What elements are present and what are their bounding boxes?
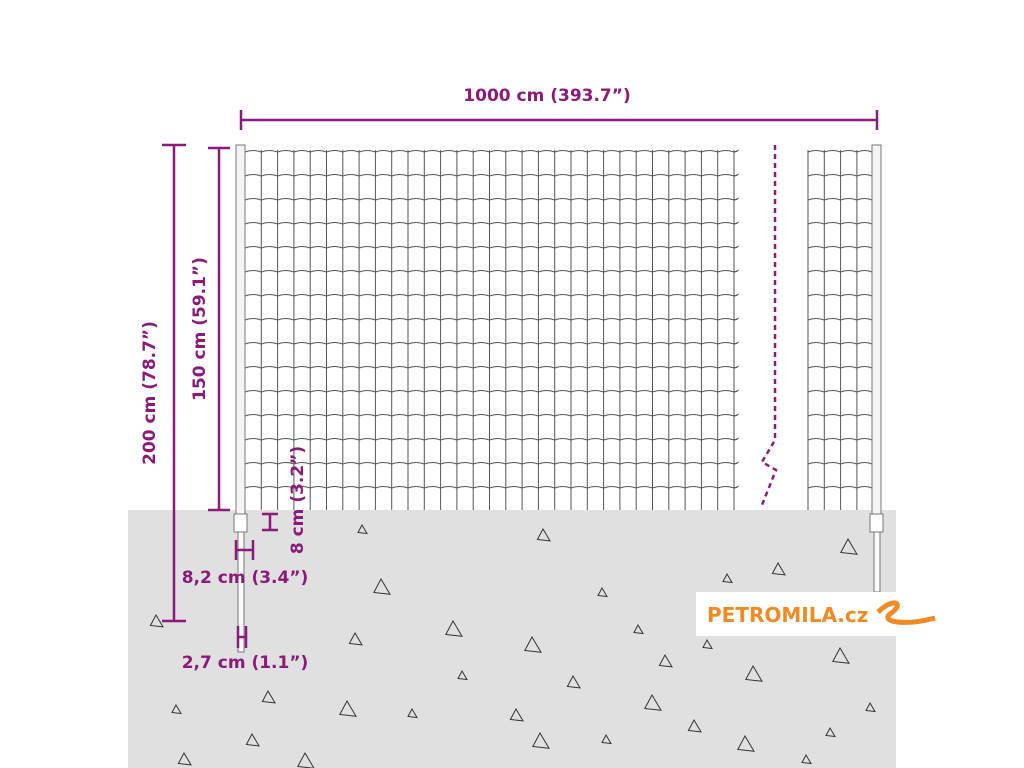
gravel-stone (633, 623, 644, 635)
gravel-stone (339, 699, 357, 717)
gravel-stone (801, 753, 812, 765)
break-line (760, 145, 778, 506)
mesh-wire (244, 294, 739, 297)
logo-box (696, 592, 896, 636)
mesh-wire (807, 318, 873, 321)
mesh-wire (244, 318, 739, 321)
mesh-wire (807, 198, 873, 201)
gravel-stone (149, 613, 164, 628)
mesh-wire (244, 270, 739, 273)
right-post-base (869, 513, 884, 533)
gravel-stone (509, 707, 524, 722)
gravel-stone (722, 572, 733, 584)
ground (128, 510, 896, 768)
gravel-stone (532, 731, 550, 749)
post-width-line (234, 540, 255, 560)
mesh-wire (807, 438, 873, 441)
spacing-label: 8 cm (3.2”) (288, 446, 308, 554)
right-post (871, 144, 882, 516)
post-width-label: 8,2 cm (3.4”) (182, 568, 309, 588)
mesh-wire (807, 462, 873, 465)
gravel-stone (687, 718, 702, 733)
gravel-stone (457, 669, 468, 681)
logo-swoosh (876, 600, 936, 625)
gravel-stone (357, 523, 368, 535)
logo-text: PETROMILA.cz (707, 603, 868, 627)
mesh-wire (244, 366, 739, 369)
gravel-stone (865, 701, 876, 713)
mesh-wire (244, 438, 739, 441)
left-post (235, 144, 246, 516)
gravel-stone (601, 733, 612, 745)
gravel-stone (702, 638, 713, 650)
mesh-wire (807, 414, 873, 417)
gravel-stone (825, 726, 836, 738)
mesh-height-line (208, 146, 230, 512)
mesh-wire (244, 150, 739, 153)
left-post-base (233, 513, 248, 533)
width-label: 1000 cm (393.7”) (463, 86, 630, 106)
mesh-height-label: 150 cm (59.1”) (190, 257, 210, 401)
gravel-stone (297, 751, 315, 768)
gravel-stone (658, 653, 673, 668)
gravel-stone (245, 732, 260, 747)
gravel-stone (524, 635, 542, 653)
mesh-wire (807, 270, 873, 273)
gravel-stone (445, 619, 463, 637)
gravel-stone (348, 631, 363, 646)
mesh-wire (807, 294, 873, 297)
mesh-wire (807, 486, 873, 489)
gravel-stone (644, 693, 662, 711)
gravel-stone (745, 664, 763, 682)
gravel-stone (407, 707, 418, 719)
post-depth-label: 2,7 cm (1.1”) (182, 653, 309, 673)
post-height-line (162, 143, 186, 623)
mesh-wire (807, 342, 873, 345)
mesh-wire (807, 246, 873, 249)
gravel-stone (171, 703, 182, 715)
width-line (239, 110, 879, 130)
mesh-wire (244, 462, 739, 465)
mesh-wire (244, 198, 739, 201)
post-height-label: 200 cm (78.7”) (140, 321, 160, 465)
gravel-stone (832, 646, 850, 664)
mesh-wire (807, 150, 873, 153)
gravel-stone (566, 674, 581, 689)
mesh-wire (244, 390, 739, 393)
gravel-stone (597, 586, 608, 598)
gravel-stone (373, 577, 391, 595)
mesh-wire (244, 486, 739, 489)
gravel-stone (177, 751, 192, 766)
mesh-wire (807, 366, 873, 369)
gravel-stone (261, 689, 276, 704)
gravel (149, 523, 876, 768)
mesh-wire (807, 174, 873, 177)
mesh-wire (244, 414, 739, 417)
gravel-stone (536, 527, 551, 542)
mesh-wire (244, 174, 739, 177)
gravel-stone (737, 734, 755, 752)
right-post-anchor (873, 531, 881, 593)
mesh-wire (807, 390, 873, 393)
gravel-stone (840, 537, 858, 555)
post-depth-line (236, 626, 248, 648)
mesh (244, 150, 873, 510)
gravel-stone (771, 561, 786, 576)
spacing-line (262, 512, 278, 532)
mesh-wire (807, 222, 873, 225)
mesh-wire (244, 222, 739, 225)
left-post-anchor (237, 531, 245, 653)
mesh-wire (244, 246, 739, 249)
mesh-wire (244, 342, 739, 345)
